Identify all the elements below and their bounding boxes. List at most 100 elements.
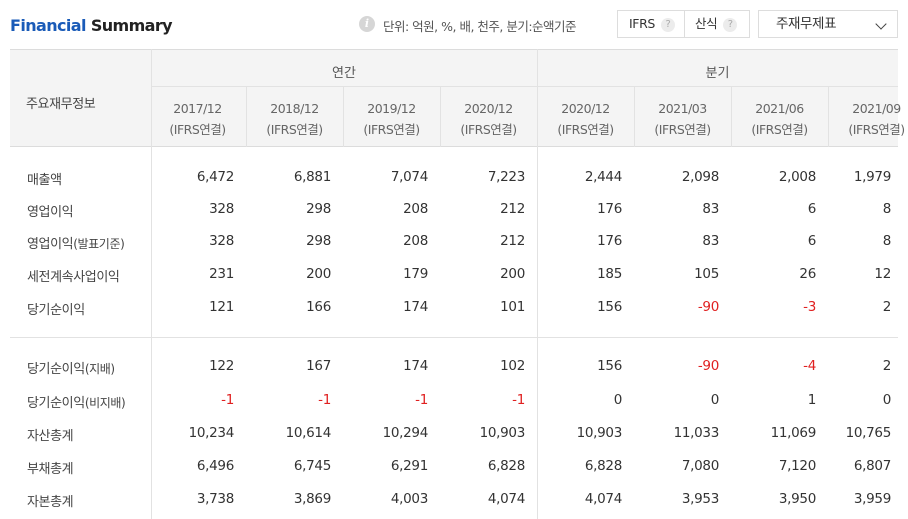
table-cell: 208 — [403, 233, 428, 249]
table-cell: 10,234 — [188, 425, 235, 441]
row-label-sub: (발표기준) — [73, 237, 125, 251]
header-column-divider — [634, 86, 635, 147]
table-cell: 185 — [597, 266, 622, 282]
table-cell: 231 — [209, 266, 234, 282]
table-cell: 7,074 — [390, 169, 428, 185]
table-cell: -90 — [697, 358, 719, 374]
table-cell: 2,098 — [681, 169, 719, 185]
column-period: 2017/12 — [173, 101, 222, 116]
table-cell: 10,294 — [382, 425, 429, 441]
table-cell: 7,120 — [778, 458, 816, 474]
table-cell: 10,903 — [576, 425, 623, 441]
table-cell: -90 — [697, 299, 719, 315]
row-label[interactable]: 영업이익 — [27, 201, 74, 220]
column-basis: (IFRS연결) — [654, 122, 711, 137]
column-period: 2021/06 — [755, 101, 804, 116]
row-label[interactable]: 당기순이익(비지배) — [27, 392, 126, 411]
table-cell: 10,903 — [479, 425, 526, 441]
column-header: 2020/12 (IFRS연결) — [537, 98, 634, 140]
row-label[interactable]: 매출액 — [27, 169, 62, 188]
table-cell: 0 — [710, 392, 720, 408]
column-period: 2021/09 — [852, 101, 901, 116]
header-column-divider — [828, 86, 829, 147]
formula-label: 산식 — [695, 16, 718, 31]
column-basis: (IFRS연결) — [460, 122, 517, 137]
info-icon[interactable]: i — [359, 16, 375, 32]
column-period: 2018/12 — [270, 101, 319, 116]
table-cell: 11,033 — [673, 425, 720, 441]
table-cell: 121 — [209, 299, 234, 315]
help-icon[interactable]: ? — [660, 18, 675, 32]
table-cell: 179 — [403, 266, 428, 282]
table-header-background — [10, 49, 898, 147]
table-cell: 6,881 — [293, 169, 331, 185]
table-cell: 122 — [209, 358, 234, 374]
row-label-main: 자산총계 — [27, 429, 74, 444]
ifrs-button[interactable]: IFRS? — [617, 10, 685, 38]
group-header-annual: 연간 — [332, 66, 356, 81]
row-label-main: 당기순이익 — [27, 362, 85, 377]
column-period: 2020/12 — [464, 101, 513, 116]
table-cell: 174 — [403, 299, 428, 315]
table-cell: 11,069 — [770, 425, 817, 441]
table-cell: 328 — [209, 233, 234, 249]
table-cell: 26 — [799, 266, 816, 282]
column-basis: (IFRS연결) — [848, 122, 905, 137]
column-basis: (IFRS연결) — [169, 122, 226, 137]
row-label-main: 당기순이익 — [27, 303, 85, 318]
table-cell: 174 — [403, 358, 428, 374]
table-cell: 0 — [613, 392, 623, 408]
table-cell: 12 — [874, 266, 891, 282]
table-cell: 10,765 — [845, 425, 892, 441]
table-cell: 3,953 — [681, 491, 719, 507]
statement-select[interactable]: 주재무제표 — [758, 10, 898, 38]
table-cell: 3,950 — [778, 491, 816, 507]
row-label[interactable]: 자산총계 — [27, 425, 74, 444]
statement-select-value: 주재무제표 — [776, 16, 837, 32]
column-header: 2021/09 (IFRS연결) — [828, 98, 908, 140]
row-label[interactable]: 부채총계 — [27, 458, 74, 477]
section-divider — [10, 337, 898, 338]
column-basis: (IFRS연결) — [266, 122, 323, 137]
table-cell: 83 — [702, 201, 719, 217]
table-cell: 3,869 — [293, 491, 331, 507]
formula-button[interactable]: 산식? — [684, 10, 750, 38]
table-cell: 298 — [306, 233, 331, 249]
row-label[interactable]: 세전계속사업이익 — [27, 266, 120, 285]
table-cell: 6 — [807, 201, 817, 217]
header-column-divider — [246, 86, 247, 147]
table-cell: 83 — [702, 233, 719, 249]
column-divider — [151, 49, 152, 519]
group-divider — [537, 49, 538, 519]
row-label[interactable]: 당기순이익(지배) — [27, 358, 115, 377]
help-icon[interactable]: ? — [723, 18, 738, 32]
table-cell: 6,807 — [853, 458, 891, 474]
column-header: 2019/12 (IFRS연결) — [343, 98, 440, 140]
table-cell: 2,008 — [778, 169, 816, 185]
table-cell: 6,496 — [196, 458, 234, 474]
row-label[interactable]: 자본총계 — [27, 491, 74, 510]
header-column-divider — [731, 86, 732, 147]
table-cell: 212 — [500, 201, 525, 217]
row-label-main: 자본총계 — [27, 495, 74, 510]
table-cell: 2,444 — [584, 169, 622, 185]
table-cell: 105 — [694, 266, 719, 282]
table-cell: 200 — [500, 266, 525, 282]
table-cell: 6,745 — [293, 458, 331, 474]
table-cell: 7,223 — [487, 169, 525, 185]
table-cell: 102 — [500, 358, 525, 374]
table-cell: 7,080 — [681, 458, 719, 474]
table-cell: 176 — [597, 201, 622, 217]
table-cell: 6,291 — [390, 458, 428, 474]
column-header: 2018/12 (IFRS연결) — [246, 98, 343, 140]
row-label[interactable]: 당기순이익 — [27, 299, 85, 318]
row-label[interactable]: 영업이익(발표기준) — [27, 233, 125, 252]
table-cell: 6 — [807, 233, 817, 249]
unit-text: 단위: 억원, %, 배, 천주, 분기:순액기준 — [383, 19, 577, 34]
column-basis: (IFRS연결) — [557, 122, 614, 137]
table-cell: 328 — [209, 201, 234, 217]
financial-summary-table: 주요재무정보 연간 분기 2017/12 (IFRS연결) 2018/12 (IFRS… — [10, 49, 905, 519]
table-cell: 200 — [306, 266, 331, 282]
table-cell: -3 — [803, 299, 816, 315]
row-label-main: 영업이익 — [27, 205, 74, 220]
